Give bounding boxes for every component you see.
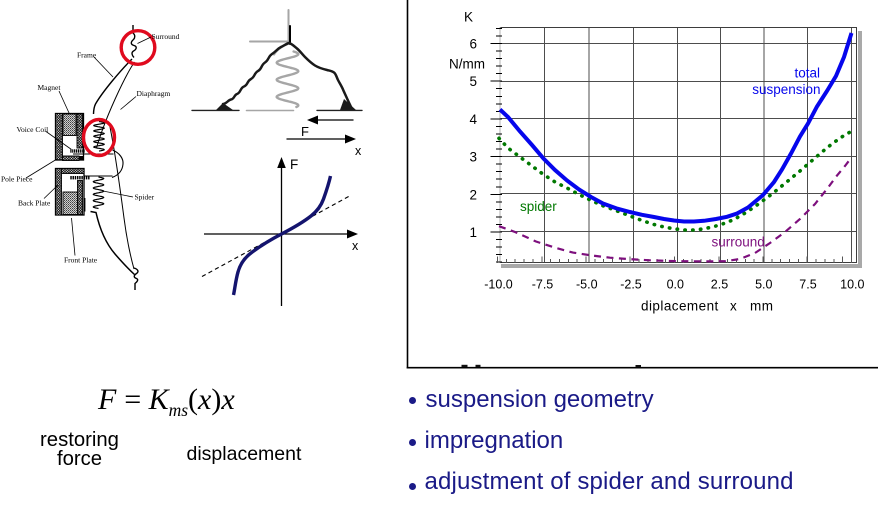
svg-text:2: 2: [469, 187, 477, 202]
svg-text:Back Plate: Back Plate: [18, 199, 51, 208]
svg-text:mm: mm: [750, 299, 774, 314]
svg-text:N/mm: N/mm: [449, 57, 485, 72]
svg-text:K: K: [464, 10, 473, 25]
svg-text:x: x: [730, 299, 737, 314]
svg-text:-2.5: -2.5: [620, 278, 642, 292]
svg-text:Frame: Frame: [77, 51, 97, 60]
svg-text:total: total: [794, 66, 820, 81]
svg-text:Surround: Surround: [152, 32, 180, 41]
svg-text:7.5: 7.5: [799, 278, 816, 292]
svg-text:Spider: Spider: [135, 193, 155, 202]
svg-text:x: x: [355, 144, 362, 158]
svg-text:F: F: [301, 124, 309, 139]
svg-text:surround: surround: [712, 235, 765, 250]
svg-text:spider: spider: [520, 199, 557, 214]
svg-text:suspension: suspension: [752, 82, 820, 97]
svg-text:-5.0: -5.0: [576, 278, 598, 292]
svg-text:Magnet: Magnet: [38, 83, 62, 92]
svg-text:diplacement: diplacement: [641, 299, 719, 314]
svg-text:Diaphragm: Diaphragm: [137, 89, 171, 98]
svg-text:x: x: [352, 239, 359, 253]
svg-text:3: 3: [469, 150, 477, 165]
svg-text:2.5: 2.5: [711, 278, 728, 292]
svg-text:4: 4: [469, 112, 477, 127]
svg-text:Front Plate: Front Plate: [64, 256, 98, 265]
svg-text:0.0: 0.0: [667, 278, 684, 292]
svg-text:6: 6: [469, 37, 477, 52]
svg-text:5.0: 5.0: [755, 278, 772, 292]
svg-text:5: 5: [469, 74, 477, 89]
svg-text:-7.5: -7.5: [532, 278, 554, 292]
svg-text:1: 1: [469, 225, 477, 240]
svg-text:-10.0: -10.0: [484, 278, 513, 292]
svg-text:10.0: 10.0: [840, 278, 864, 292]
svg-text:F: F: [290, 157, 298, 172]
svg-text:Voice Coil: Voice Coil: [17, 125, 49, 134]
svg-text:Pole Piece: Pole Piece: [1, 175, 33, 184]
